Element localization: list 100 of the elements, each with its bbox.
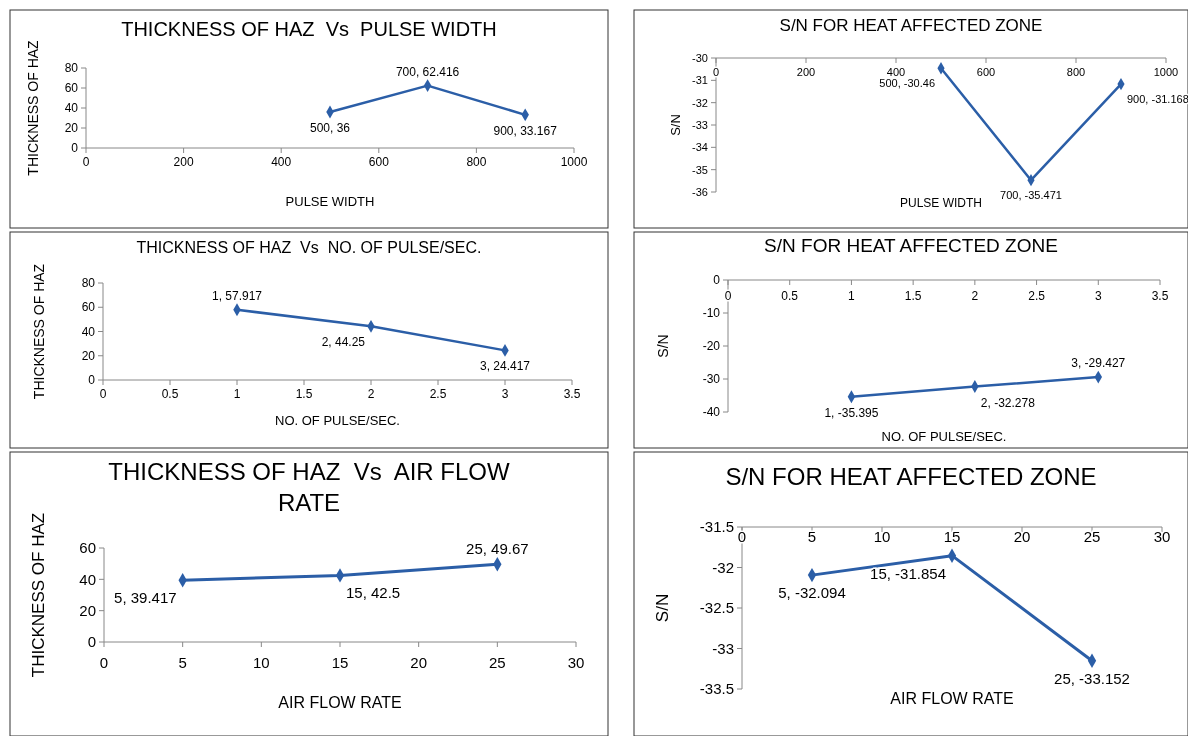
data-label: 5, 39.417 (114, 589, 177, 607)
x-axis-title: AIR FLOW RATE (278, 694, 402, 711)
data-label: 700, 62.416 (395, 64, 460, 79)
chart-title: S/N FOR HEAT AFFECTED ZONE (725, 463, 1097, 490)
y-tick-label: 0 (713, 273, 721, 288)
y-tick-label: -30 (692, 51, 708, 64)
data-label: 700, -35.471 (1000, 189, 1062, 202)
y-tick-label: -30 (702, 372, 721, 387)
y-tick-label: 80 (64, 61, 79, 76)
y-tick-label: -40 (702, 405, 721, 420)
y-axis-title: S/N (668, 114, 683, 136)
y-tick-label: 60 (79, 539, 96, 557)
y-tick-label: -33 (692, 118, 708, 131)
y-tick-label: -31 (692, 74, 708, 87)
x-tick-label: 10 (252, 654, 270, 671)
x-tick-label: 1.5 (295, 387, 313, 401)
x-tick-label: 0.5 (781, 289, 799, 303)
data-label: 5, -32.094 (778, 584, 846, 602)
y-tick-label: 40 (79, 570, 96, 588)
y-tick-label: 80 (81, 276, 96, 291)
y-axis-title: THICKNESS OF HAZ (29, 512, 48, 678)
y-tick-label: -32 (712, 558, 734, 576)
x-tick-label: 600 (368, 155, 390, 169)
data-label: 900, 33.167 (493, 123, 558, 138)
x-tick-label: 0 (99, 387, 107, 401)
y-tick-label: -36 (692, 185, 708, 198)
x-tick-label: 30 (1153, 528, 1171, 545)
x-tick-label: 10 (873, 528, 891, 545)
y-tick-label: -34 (692, 141, 708, 154)
x-tick-label: 25 (488, 654, 506, 671)
y-tick-label: 0 (71, 141, 79, 156)
x-tick-label: 1000 (560, 155, 588, 169)
x-tick-label: 0 (737, 528, 747, 545)
data-label: 15, -31.854 (870, 564, 946, 582)
x-tick-label: 400 (886, 66, 906, 78)
chart-title: S/N FOR HEAT AFFECTED ZONE (779, 16, 1043, 35)
data-label: 2, -32.278 (980, 395, 1036, 410)
x-tick-label: 20 (410, 654, 428, 671)
x-tick-label: 1 (848, 289, 856, 303)
x-axis-title: PULSE WIDTH (899, 196, 983, 210)
x-tick-label: 3.5 (1151, 289, 1169, 303)
y-tick-label: 40 (64, 101, 79, 116)
data-label: 3, 24.417 (479, 359, 531, 374)
x-tick-label: 800 (1066, 66, 1086, 78)
y-tick-label: -33.5 (699, 680, 734, 698)
x-tick-label: 5 (178, 654, 187, 671)
x-tick-label: 3.5 (563, 387, 581, 401)
y-axis-title: THICKNESS OF HAZ (25, 39, 41, 176)
data-label: 25, -33.152 (1054, 669, 1130, 687)
x-tick-label: 15 (943, 528, 961, 545)
x-tick-label: 400 (271, 155, 292, 169)
x-tick-label: 15 (331, 654, 349, 671)
chart-title: THICKNESS OF HAZ Vs PULSE WIDTH (121, 18, 497, 40)
x-tick-label: 2 (971, 289, 979, 303)
data-label: 3, -29.427 (1071, 356, 1126, 371)
x-tick-label: 200 (796, 66, 816, 78)
y-tick-label: -32 (692, 96, 708, 109)
y-tick-label: -32.5 (699, 599, 734, 617)
data-label: 1, 57.917 (211, 288, 263, 303)
chart-title: S/N FOR HEAT AFFECTED ZONE (764, 235, 1058, 256)
x-axis-title: NO. OF PULSE/SEC. (275, 413, 400, 428)
x-tick-label: 1.5 (904, 289, 922, 303)
data-label: 25, 49.67 (466, 540, 529, 558)
x-tick-label: 1000 (1153, 66, 1179, 78)
x-tick-label: 30 (567, 654, 585, 671)
y-tick-label: 20 (81, 348, 96, 363)
y-tick-label: -33 (712, 639, 734, 657)
y-tick-label: 60 (64, 81, 79, 96)
data-label: 900, -31.168 (1127, 93, 1188, 106)
y-tick-label: -20 (702, 339, 721, 354)
x-tick-label: 0.5 (161, 387, 179, 401)
x-tick-label: 600 (976, 66, 996, 78)
y-axis-title: THICKNESS OF HAZ (31, 263, 47, 400)
y-tick-label: 40 (81, 324, 96, 339)
x-tick-label: 800 (466, 155, 487, 169)
x-tick-label: 3 (501, 387, 509, 401)
x-tick-label: 0 (99, 654, 109, 671)
x-tick-label: 5 (807, 528, 817, 545)
data-label: 1, -35.395 (824, 405, 879, 420)
x-axis-title: AIR FLOW RATE (890, 690, 1014, 707)
y-axis-title: S/N (655, 334, 671, 358)
y-axis-title: S/N (653, 593, 672, 623)
data-label: 15, 42.5 (346, 584, 401, 602)
data-label: 500, -30.46 (879, 77, 935, 90)
y-tick-label: -31.5 (699, 518, 734, 536)
y-tick-label: -10 (702, 306, 721, 321)
data-label: 2, 44.25 (321, 335, 366, 350)
y-tick-label: 60 (81, 300, 96, 315)
y-tick-label: 20 (79, 601, 96, 619)
y-tick-label: -35 (692, 163, 708, 176)
x-tick-label: 2 (367, 387, 375, 401)
chart-title: THICKNESS OF HAZ Vs NO. OF PULSE/SEC. (136, 239, 482, 256)
x-tick-label: 20 (1013, 528, 1031, 545)
y-tick-label: 0 (87, 633, 96, 651)
data-label: 500, 36 (309, 121, 351, 135)
x-tick-label: 25 (1083, 528, 1101, 545)
x-axis-title: NO. OF PULSE/SEC. (881, 429, 1007, 444)
x-tick-label: 200 (173, 155, 194, 169)
x-tick-label: 2.5 (429, 387, 447, 401)
x-axis-title: PULSE WIDTH (285, 194, 375, 209)
